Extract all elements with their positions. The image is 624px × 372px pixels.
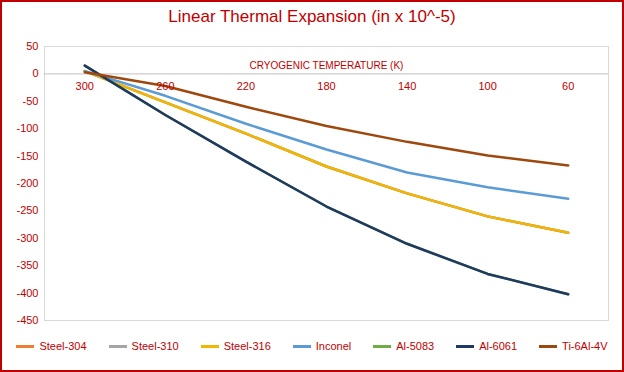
svg-text:140: 140 bbox=[398, 80, 416, 92]
svg-text:-400: -400 bbox=[16, 287, 38, 299]
html-text:Al-5083: Al-5083 bbox=[396, 340, 435, 352]
html-text:Ti-6Al-4V: Ti-6Al-4V bbox=[562, 340, 608, 352]
svg-text:260: 260 bbox=[156, 80, 174, 92]
html-text:Al-6061: Al-6061 bbox=[479, 340, 518, 352]
svg-text:60: 60 bbox=[562, 80, 574, 92]
svg-text:-300: -300 bbox=[16, 232, 38, 244]
html-text:Inconel: Inconel bbox=[315, 340, 352, 352]
svg-text:-150: -150 bbox=[16, 150, 38, 162]
svg-text:-250: -250 bbox=[16, 204, 38, 216]
svg-text:-350: -350 bbox=[16, 259, 38, 271]
svg-text:-50: -50 bbox=[23, 95, 39, 107]
svg-text:0: 0 bbox=[32, 67, 38, 79]
html-text:Linear Thermal Expansion (in x: Linear Thermal Expansion (in x 10^-5) bbox=[168, 7, 456, 26]
svg-text:300: 300 bbox=[76, 80, 94, 92]
svg-text:-200: -200 bbox=[16, 177, 38, 189]
svg-text:CRYOGENIC TEMPERATURE (K): CRYOGENIC TEMPERATURE (K) bbox=[250, 60, 404, 71]
svg-text:100: 100 bbox=[478, 80, 496, 92]
html-text:Steel-310: Steel-310 bbox=[131, 340, 179, 352]
svg-text:180: 180 bbox=[317, 80, 335, 92]
svg-text:-100: -100 bbox=[16, 122, 38, 134]
svg-text:50: 50 bbox=[26, 40, 38, 52]
html-text:Steel-304: Steel-304 bbox=[39, 340, 87, 352]
svg-text:-450: -450 bbox=[16, 314, 38, 326]
html-text:Steel-316: Steel-316 bbox=[223, 340, 271, 352]
svg-text:220: 220 bbox=[237, 80, 255, 92]
